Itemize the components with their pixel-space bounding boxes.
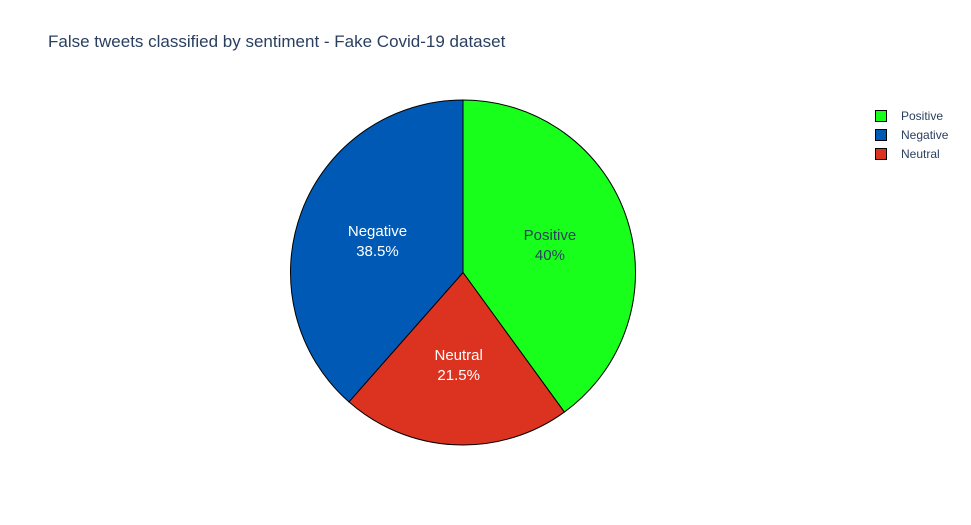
- slice-label-name: Negative: [348, 223, 407, 240]
- slice-label-percent: 21.5%: [437, 367, 480, 384]
- pie-slice-positive[interactable]: [462, 99, 636, 413]
- slice-label-neutral: Neutral 21.5%: [435, 347, 483, 384]
- legend-label: Positive: [901, 108, 944, 123]
- legend-swatch: [875, 128, 887, 141]
- pie-slice-negative[interactable]: [290, 99, 464, 403]
- slice-label-name: Neutral: [435, 347, 483, 364]
- legend-item-negative[interactable]: Negative: [875, 125, 948, 144]
- legend-item-neutral[interactable]: Neutral: [875, 144, 948, 163]
- legend-swatch: [875, 109, 887, 122]
- chart-title: False tweets classified by sentiment - F…: [48, 32, 506, 51]
- pie-slice-neutral[interactable]: [348, 271, 566, 446]
- slice-label-negative: Negative 38.5%: [348, 223, 407, 260]
- slice-label-positive: Positive 40%: [524, 227, 577, 264]
- legend-swatch: [875, 147, 887, 160]
- legend: Positive Negative Neutral: [875, 106, 948, 163]
- slice-label-percent: 40%: [535, 247, 565, 264]
- slice-label-percent: 38.5%: [356, 243, 399, 260]
- legend-label: Negative: [901, 127, 949, 142]
- legend-item-positive[interactable]: Positive: [875, 106, 948, 125]
- slice-label-name: Positive: [524, 227, 577, 244]
- legend-label: Neutral: [901, 146, 940, 161]
